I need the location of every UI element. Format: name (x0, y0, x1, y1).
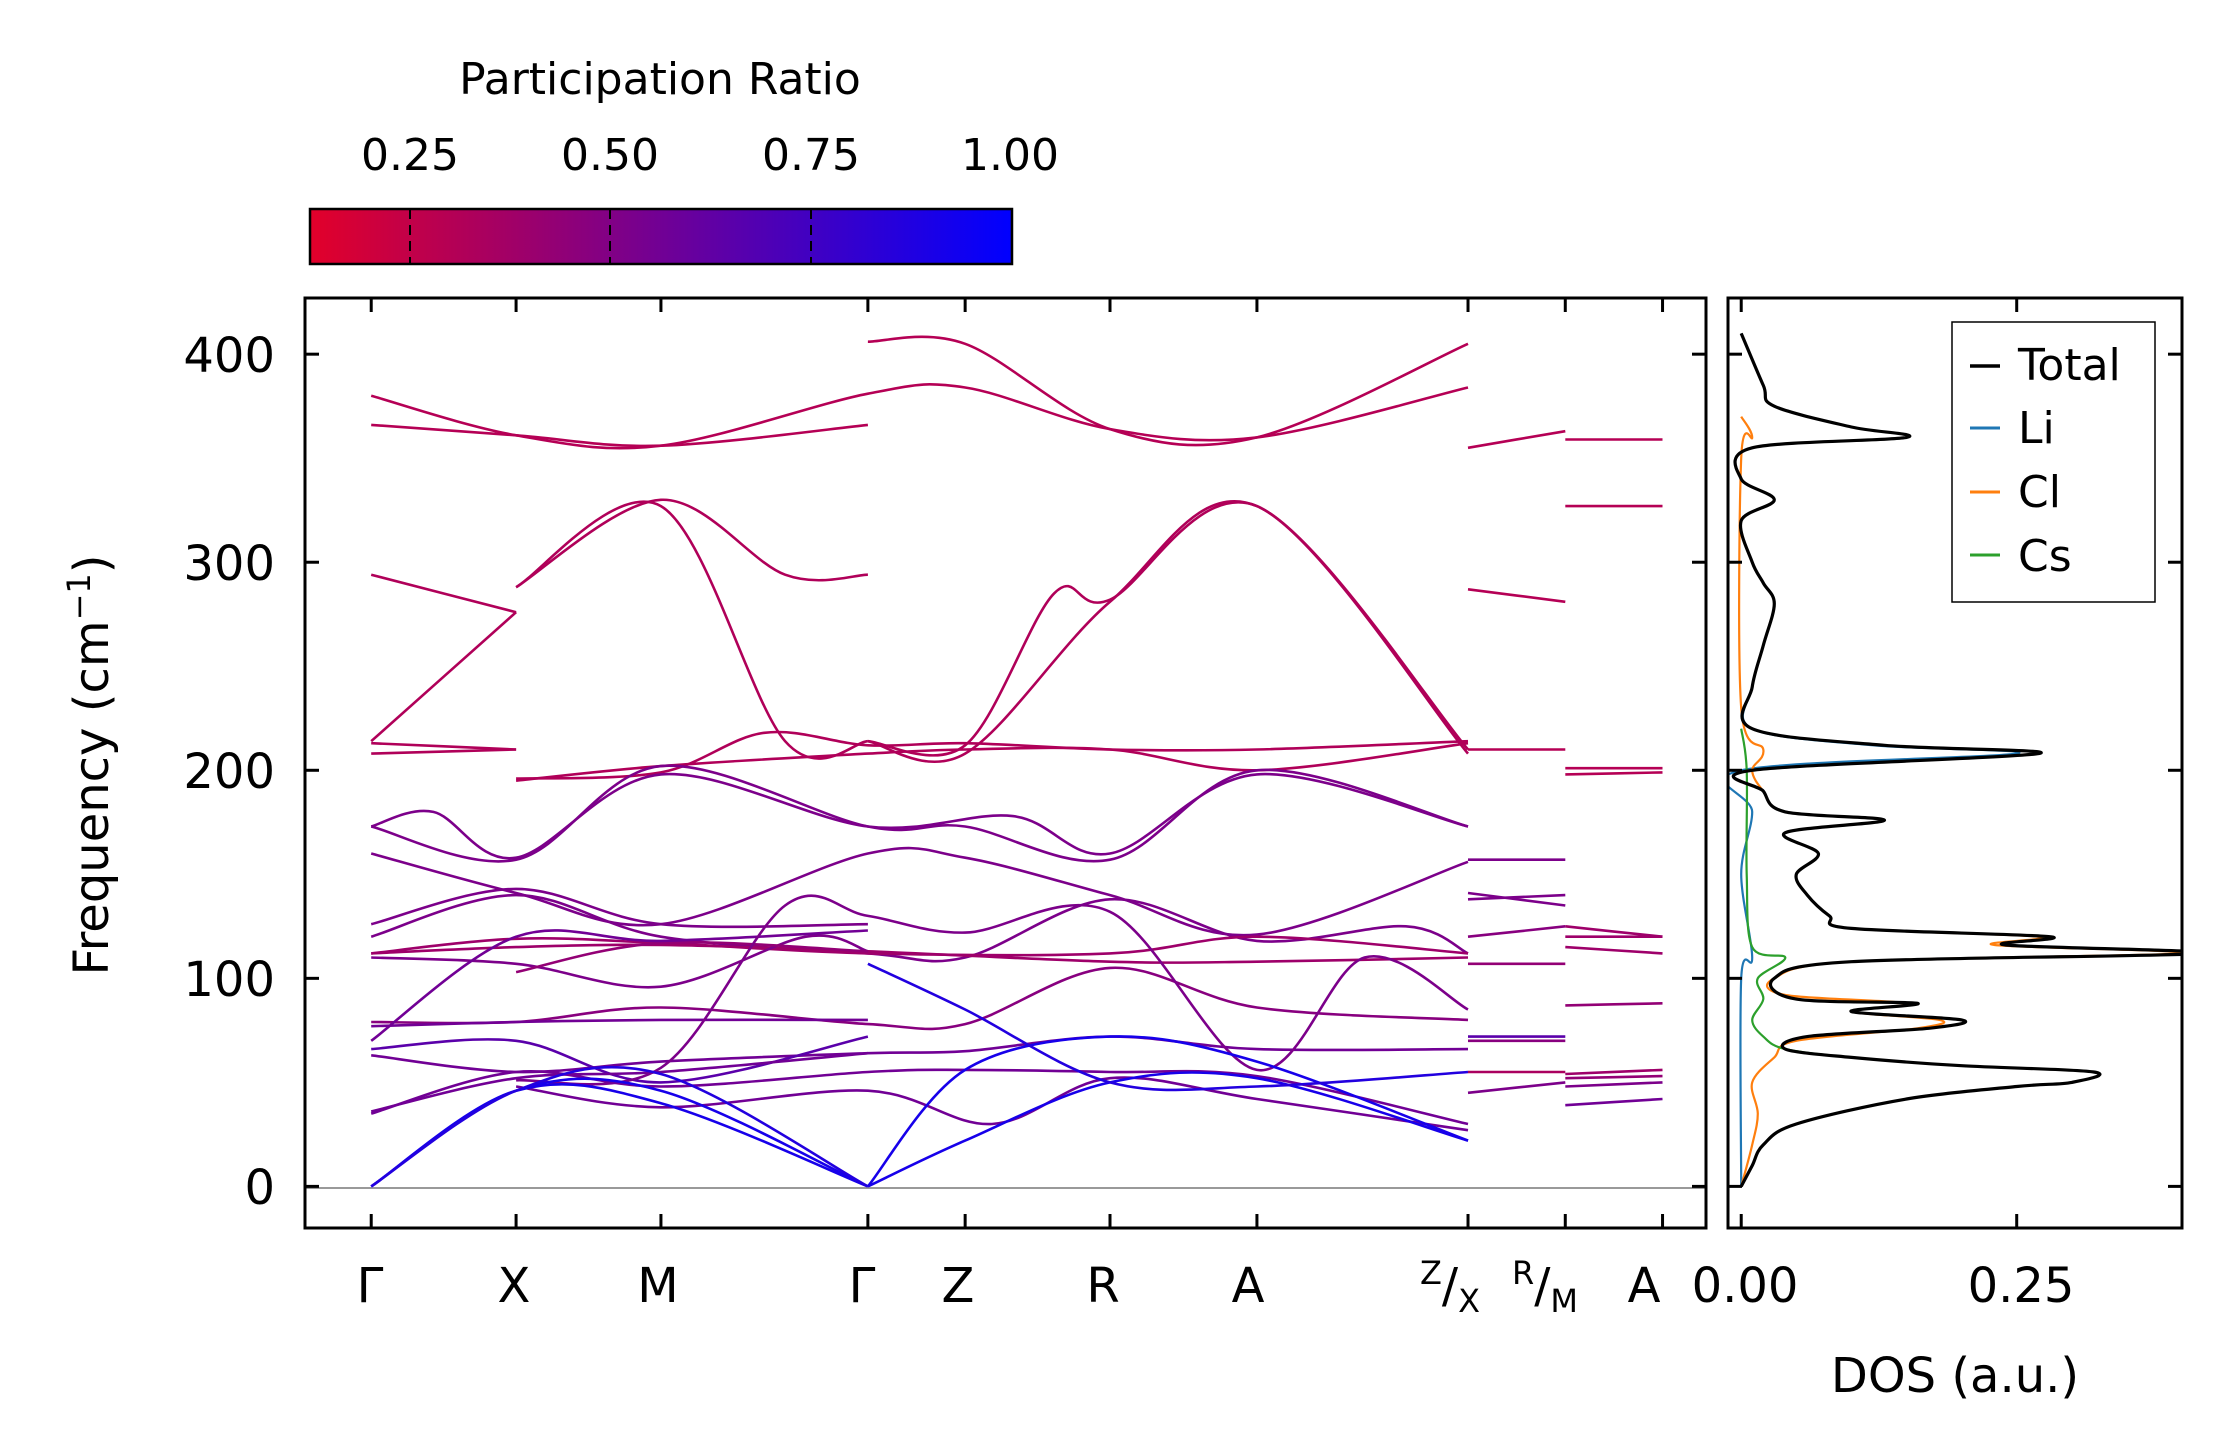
phonon-band-35 (866, 1035, 1469, 1188)
phonon-band-36 (867, 962, 1469, 1092)
phonon-band-13 (370, 764, 1469, 863)
phonon-band-3 (370, 573, 517, 614)
phonon-band-25 (371, 1035, 1469, 1074)
phonon-band-60 (1565, 1097, 1663, 1107)
dos-xtick-label-0: 0.00 (1692, 1258, 1799, 1314)
legend-label-cs: Cs (2018, 531, 2072, 582)
legend-label-total: Total (2017, 340, 2121, 391)
phonon-band-27 (370, 1051, 869, 1113)
phonon-band-4 (370, 611, 517, 743)
phonon-band-12 (516, 730, 1469, 780)
phonon-band-30 (515, 1076, 1469, 1132)
phonon-band-58 (1565, 1074, 1663, 1080)
phonon-band-24 (370, 929, 868, 1042)
dos-xtick-label-1: 0.25 (1968, 1258, 2075, 1314)
kpoint-label-x: X (498, 1258, 531, 1314)
phonon-band-21 (515, 940, 868, 974)
legend-label-li: Li (2018, 403, 2055, 454)
phonon-band-1 (371, 423, 869, 448)
phonon-band-42 (1467, 893, 1566, 901)
ytick-label-400: 400 (183, 328, 275, 384)
colorbar-tick-label-1: 0.50 (561, 130, 659, 181)
colorbar: Participation Ratio 0.25 0.50 0.75 1.00 (308, 54, 1059, 266)
phonon-band-10 (371, 748, 517, 755)
phonon-band-22 (371, 966, 1469, 1031)
phonon-band-14 (370, 772, 1469, 860)
phonon-band-6 (515, 500, 869, 760)
phonon-band-52 (1565, 771, 1663, 776)
dos-panel: 0.00 0.25 DOS (a.u.) Total Li Cl Cs (1692, 296, 2184, 1404)
kpoint-label-m: M (637, 1258, 678, 1314)
phonon-band-38 (1467, 588, 1566, 604)
kpoint-label-gamma: Γ (357, 1258, 384, 1314)
phonon-band-2 (867, 335, 1469, 447)
phonon-band-0 (370, 383, 1469, 450)
phonon-band-17 (370, 893, 1469, 963)
phonon-band-41 (1467, 891, 1566, 907)
band-structure-panel: 0 100 200 300 400 Frequency (cm−1) Γ X M… (60, 296, 1708, 1320)
phonon-band-15 (370, 846, 1469, 937)
band-ticks (305, 298, 1706, 1228)
phonon-band-37 (1467, 429, 1566, 450)
colorbar-tick-label-2: 0.75 (762, 130, 860, 181)
phonon-band-43 (1467, 925, 1566, 938)
dos-lines (1728, 332, 2182, 1188)
phonon-band-29 (370, 1068, 1469, 1126)
phonon-band-8 (867, 499, 1469, 764)
dos-ticks (1728, 298, 2182, 1228)
phonon-band-16 (370, 887, 868, 929)
legend: Total Li Cl Cs (1951, 321, 2156, 603)
ytick-label-100: 100 (183, 952, 275, 1008)
phonon-band-18 (371, 935, 1469, 957)
band-lines (370, 335, 1663, 1188)
phonon-band-28 (515, 894, 1469, 1086)
colorbar-gradient (308, 207, 1014, 266)
phonon-band-59 (1565, 1081, 1663, 1088)
phonon-band-5 (515, 498, 868, 589)
colorbar-tick-label-3: 1.00 (961, 130, 1059, 181)
band-panel-frame (303, 296, 1708, 1230)
phonon-band-31 (370, 1082, 869, 1188)
colorbar-tick-label-0: 0.25 (361, 130, 459, 181)
phonon-band-23 (371, 1018, 868, 1028)
dos-panel-frame (1726, 296, 2184, 1230)
dos-x-axis-label: DOS (a.u.) (1831, 1348, 2079, 1404)
phonon-band-57 (1565, 1068, 1663, 1076)
kpoint-label-a: A (1232, 1258, 1265, 1314)
phonon-band-20 (371, 934, 869, 989)
phonon-band-9 (371, 741, 517, 751)
ytick-label-300: 300 (183, 536, 275, 592)
phonon-band-55 (1565, 945, 1663, 955)
ytick-label-200: 200 (183, 744, 275, 800)
legend-label-cl: Cl (2018, 467, 2061, 518)
y-axis-label: Frequency (cm−1) (60, 554, 120, 975)
ytick-label-0: 0 (244, 1160, 275, 1216)
phonon-band-19 (371, 943, 1469, 964)
kpoint-label-z: Z (942, 1258, 975, 1314)
kpoint-label-gamma-2: Γ (849, 1258, 876, 1314)
phonon-band-33 (370, 1065, 869, 1188)
kpoint-label-r-over-m: R/M (1512, 1254, 1578, 1320)
dos-curve-total (1731, 332, 2182, 1188)
phonon-band-53 (1565, 925, 1663, 938)
phonon-band-34 (867, 1071, 1469, 1188)
colorbar-title: Participation Ratio (459, 54, 861, 105)
kpoint-label-z-over-x: Z/X (1420, 1254, 1480, 1320)
kpoint-label-r: R (1086, 1258, 1119, 1314)
phonon-band-56 (1565, 1002, 1663, 1007)
kpoint-label-a-2: A (1628, 1258, 1661, 1314)
phonon-band-48 (1467, 1081, 1566, 1095)
